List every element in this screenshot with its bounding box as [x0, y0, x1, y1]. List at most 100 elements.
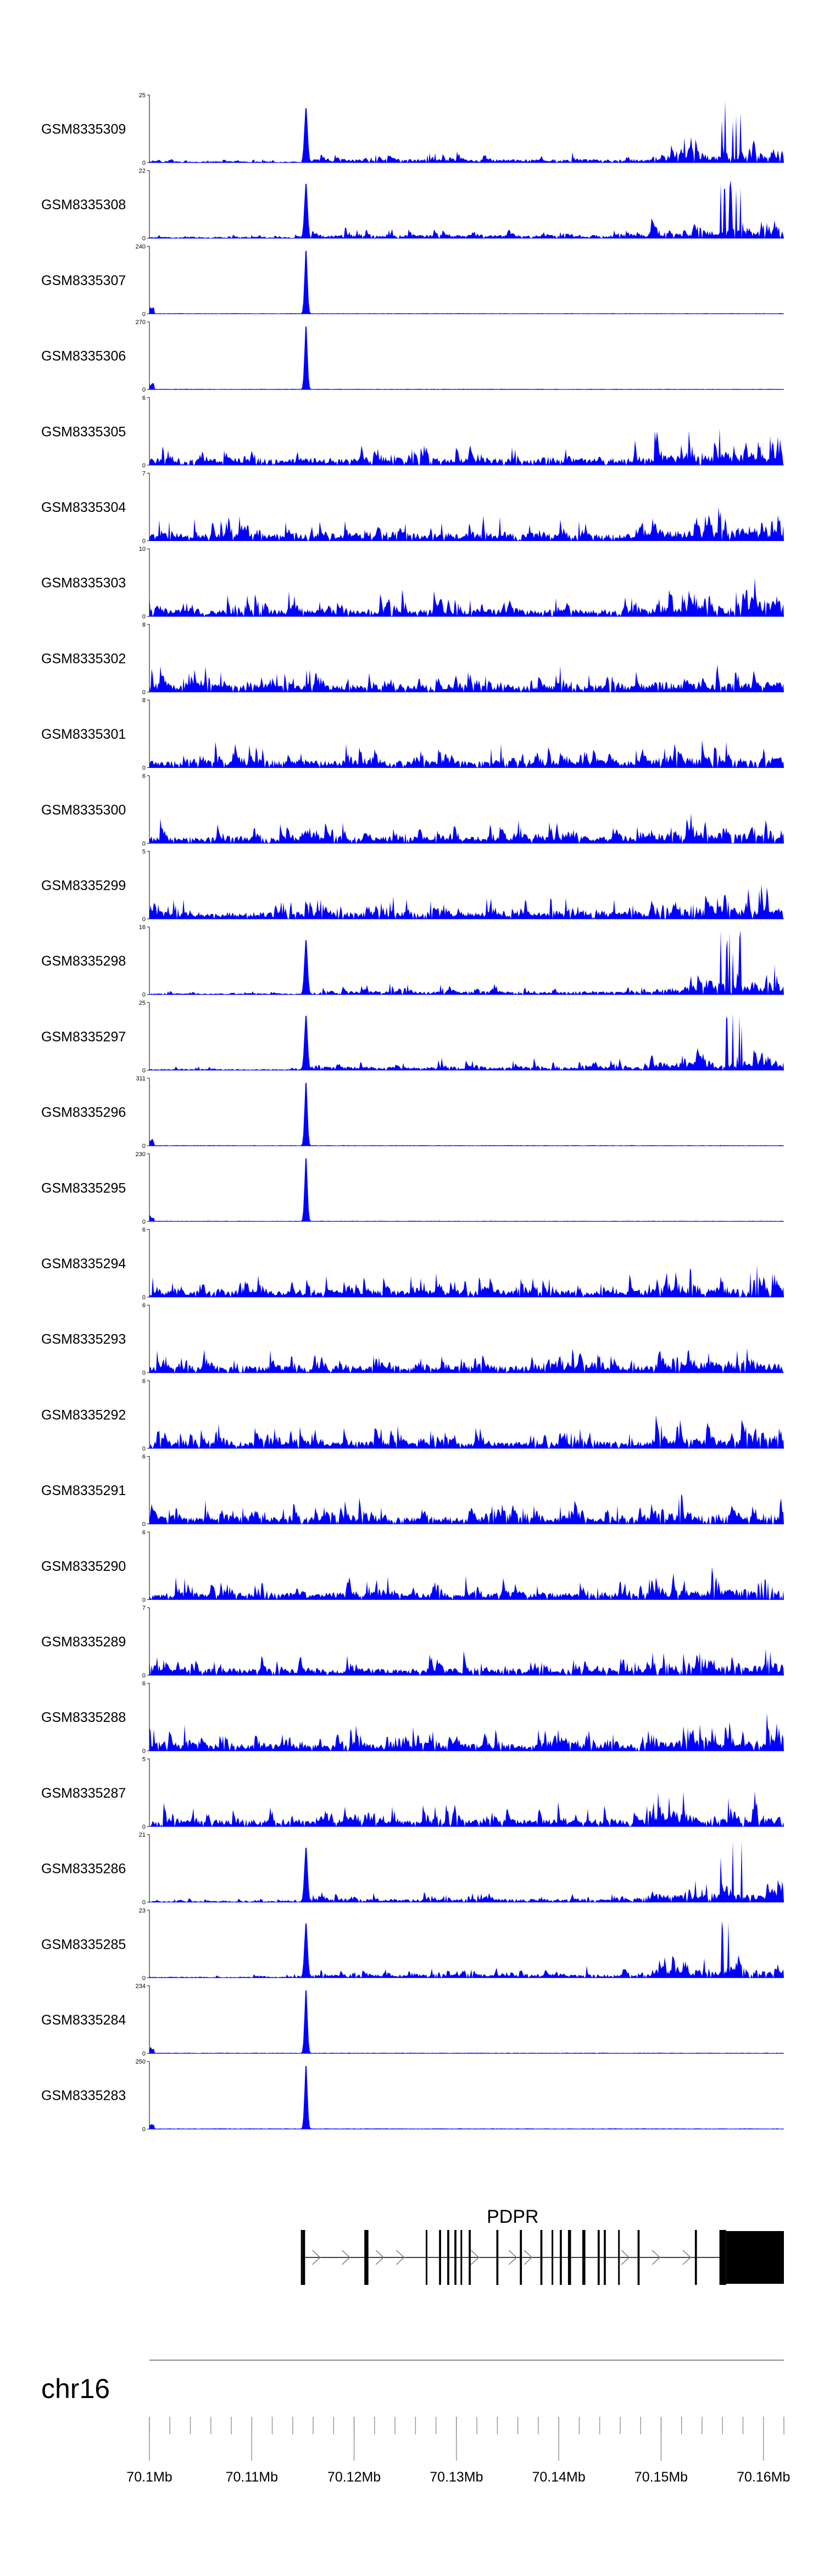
coverage-area-GSM8335291 — [149, 1494, 784, 1524]
y-max-label: 8 — [142, 622, 146, 628]
y-max-label: 7 — [142, 471, 146, 477]
coverage-area-GSM8335306 — [149, 326, 784, 390]
y-min-label: 0 — [142, 1672, 146, 1679]
track-GSM8335287: GSM8335287 5 0 — [41, 1756, 784, 1830]
track-label: GSM8335284 — [41, 2012, 126, 2028]
y-max-label: 6 — [142, 1529, 146, 1536]
track-label: GSM8335301 — [41, 727, 126, 742]
axis-tick-label: 70.13Mb — [430, 2469, 483, 2485]
gene-exon — [496, 2230, 499, 2285]
gene-exon — [520, 2230, 522, 2285]
coverage-area-GSM8335295 — [149, 1158, 784, 1222]
track-GSM8335302: GSM8335302 8 0 — [41, 622, 784, 696]
strand-chevron — [470, 2250, 480, 2265]
track-GSM8335292: GSM8335292 6 0 — [41, 1378, 784, 1452]
track-GSM8335307: GSM8335307 240 0 — [41, 243, 784, 317]
y-max-label: 16 — [139, 924, 146, 931]
track-label: GSM8335300 — [41, 802, 126, 818]
strand-chevron — [375, 2250, 385, 2265]
y-max-label: 25 — [139, 1000, 146, 1006]
coverage-area-GSM8335307 — [149, 250, 784, 314]
y-max-label: 250 — [136, 2059, 146, 2065]
y-min-label: 0 — [142, 1067, 146, 1074]
track-GSM8335294: GSM8335294 6 0 — [41, 1227, 784, 1301]
coverage-area-GSM8335309 — [149, 101, 784, 163]
track-GSM8335290: GSM8335290 6 0 — [41, 1529, 784, 1603]
y-min-label: 0 — [142, 1521, 146, 1528]
y-min-label: 0 — [142, 462, 146, 469]
y-max-label: 7 — [142, 1605, 146, 1612]
gene-exon — [560, 2230, 562, 2285]
track-label: GSM8335285 — [41, 1937, 126, 1952]
strand-chevron — [682, 2250, 692, 2265]
track-label: GSM8335305 — [41, 424, 126, 439]
coverage-area-GSM8335294 — [149, 1264, 784, 1297]
y-max-label: 25 — [139, 92, 146, 99]
y-min-label: 0 — [142, 1824, 146, 1830]
track-GSM8335295: GSM8335295 230 0 — [41, 1151, 784, 1225]
y-min-label: 0 — [142, 1899, 146, 1906]
track-label: GSM8335302 — [41, 651, 126, 666]
coverage-area-GSM8335286 — [149, 1841, 784, 1903]
y-min-label: 0 — [142, 311, 146, 317]
y-min-label: 0 — [142, 160, 146, 166]
track-GSM8335303: GSM8335303 10 0 — [41, 546, 784, 620]
track-label: GSM8335309 — [41, 122, 126, 137]
y-max-label: 6 — [142, 1681, 146, 1687]
gene-exon — [303, 2230, 305, 2285]
track-GSM8335291: GSM8335291 6 0 — [41, 1454, 784, 1528]
y-min-label: 0 — [142, 916, 146, 923]
coverage-area-GSM8335296 — [149, 1083, 784, 1146]
strand-chevron — [342, 2250, 350, 2265]
coverage-area-GSM8335283 — [149, 2066, 784, 2129]
coverage-area-GSM8335301 — [149, 740, 784, 768]
track-GSM8335300: GSM8335300 6 0 — [41, 773, 784, 847]
track-label: GSM8335288 — [41, 1710, 126, 1725]
track-GSM8335286: GSM8335286 21 0 — [41, 1832, 784, 1906]
track-GSM8335296: GSM8335296 311 0 — [41, 1075, 784, 1150]
track-GSM8335298: GSM8335298 16 0 — [41, 924, 784, 999]
gene-exon — [618, 2230, 620, 2285]
coverage-area-GSM8335287 — [149, 1791, 784, 1827]
y-max-label: 6 — [142, 1378, 146, 1385]
y-max-label: 23 — [139, 1908, 146, 1914]
coverage-area-GSM8335293 — [149, 1348, 784, 1373]
axis-tick-label: 70.11Mb — [226, 2469, 278, 2485]
track-label: GSM8335294 — [41, 1256, 126, 1272]
y-max-label: 21 — [139, 1832, 146, 1838]
coverage-area-GSM8335288 — [149, 1713, 784, 1751]
y-min-label: 0 — [142, 689, 146, 696]
gene-exon — [425, 2230, 427, 2285]
gene-exon — [637, 2230, 640, 2285]
y-min-label: 0 — [142, 387, 146, 393]
y-max-label: 5 — [142, 1756, 146, 1763]
gene-name-label: PDPR — [487, 2206, 538, 2227]
y-min-label: 0 — [142, 1975, 146, 1982]
y-max-label: 6 — [142, 1302, 146, 1309]
y-min-label: 0 — [142, 1295, 146, 1301]
y-min-label: 0 — [142, 2051, 146, 2058]
track-GSM8335284: GSM8335284 234 0 — [41, 1983, 784, 2058]
track-label: GSM8335304 — [41, 500, 126, 515]
y-min-label: 0 — [142, 2126, 146, 2133]
track-label: GSM8335297 — [41, 1029, 126, 1045]
coverage-area-GSM8335285 — [149, 1921, 784, 1978]
gene-exon — [300, 2230, 303, 2285]
y-min-label: 0 — [142, 614, 146, 620]
track-label: GSM8335286 — [41, 1861, 126, 1877]
coverage-tracks: GSM8335309250GSM8335308220GSM83353072400… — [41, 92, 784, 2133]
track-label: GSM8335306 — [41, 349, 126, 364]
gene-exon — [567, 2230, 571, 2285]
y-min-label: 0 — [142, 765, 146, 772]
strand-chevron — [621, 2250, 630, 2265]
gene-exon — [694, 2230, 697, 2285]
y-min-label: 0 — [142, 1748, 146, 1755]
track-label: GSM8335293 — [41, 1332, 126, 1347]
track-label: GSM8335295 — [41, 1180, 126, 1196]
gene-exon — [364, 2230, 369, 2285]
strand-chevron — [396, 2250, 405, 2265]
track-GSM8335288: GSM8335288 6 0 — [41, 1681, 784, 1755]
gene-exon — [597, 2230, 600, 2285]
axis-tick-label: 70.12Mb — [327, 2469, 381, 2485]
coverage-area-GSM8335297 — [149, 1013, 784, 1070]
